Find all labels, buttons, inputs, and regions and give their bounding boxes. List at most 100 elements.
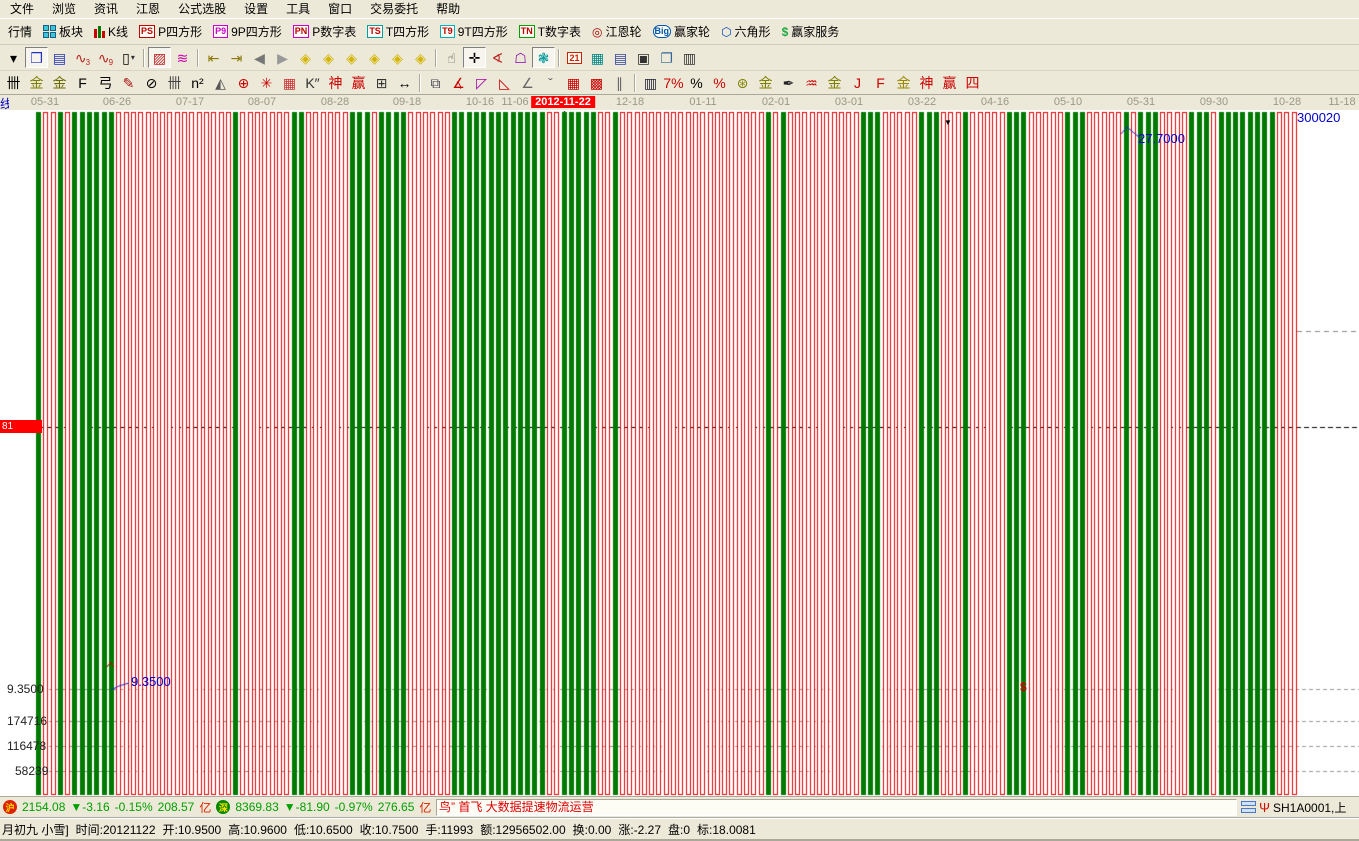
si-angle-button[interactable]: 四: [961, 72, 984, 93]
kline-canvas[interactable]: [0, 111, 1359, 796]
menu-item-帮助[interactable]: 帮助: [436, 2, 461, 16]
next-page-button[interactable]: ▶: [271, 47, 294, 68]
price-wave-button[interactable]: ♒: [800, 72, 823, 93]
quickbar-9p-square[interactable]: P9 9P四方形: [208, 21, 287, 42]
fan-box-2-button[interactable]: ◺: [493, 72, 516, 93]
quickbar-t-digit-table[interactable]: TN T数字表: [514, 21, 586, 42]
preset-dropdown-button[interactable]: ▾: [2, 47, 25, 68]
wave-tool-button[interactable]: ˇ: [539, 72, 562, 93]
number-grid-button[interactable]: ⊞: [370, 72, 393, 93]
print-button[interactable]: ▥: [678, 47, 701, 68]
grow-x-button[interactable]: ◈: [317, 47, 340, 68]
menu-item-窗口[interactable]: 窗口: [328, 2, 353, 16]
red-grid-1-button[interactable]: ▦: [562, 72, 585, 93]
f-ruler-button[interactable]: F: [71, 72, 94, 93]
gold-circle-button[interactable]: ⊛: [731, 72, 754, 93]
bars-3-button[interactable]: ∿ 3: [71, 47, 94, 68]
crosshair-tool-button[interactable]: ✛: [463, 47, 486, 68]
candle-style-button[interactable]: ▯ ▾: [117, 47, 140, 68]
status-bar: 沪 2154.08 ▼-3.16 -0.15% 208.57 亿深 8369.83 ▼-81.…: [0, 796, 1359, 817]
j-angle-button[interactable]: J: [846, 72, 869, 93]
menu-item-公式选股[interactable]: 公式选股: [178, 2, 227, 16]
ying-angle-button[interactable]: 赢: [938, 72, 961, 93]
first-page-button[interactable]: ⇤: [202, 47, 225, 68]
quickbar-t-square[interactable]: TS T四方形: [362, 21, 434, 42]
expand-x-button[interactable]: ◈: [340, 47, 363, 68]
quickbar-quotes[interactable]: 行情: [3, 21, 37, 42]
menu-item-文件[interactable]: 文件: [10, 2, 35, 16]
notes-button[interactable]: ▤: [609, 47, 632, 68]
calculator-button[interactable]: ▦: [586, 47, 609, 68]
shen-ruler-button[interactable]: 神: [324, 72, 347, 93]
multi-window-button[interactable]: ❒: [25, 47, 48, 68]
gold-angle-button[interactable]: 金: [892, 72, 915, 93]
shrink-x-button[interactable]: ◈: [294, 47, 317, 68]
red-grid-2-button[interactable]: ▩: [585, 72, 608, 93]
gold-box-button[interactable]: 金: [823, 72, 846, 93]
connection-icon[interactable]: [1241, 800, 1257, 815]
last-page-button[interactable]: ⇥: [225, 47, 248, 68]
shen-angle-button[interactable]: 神: [915, 72, 938, 93]
reset-zoom-button[interactable]: ◈: [409, 47, 432, 68]
menu-item-工具[interactable]: 工具: [286, 2, 311, 16]
menu-item-交易委托[interactable]: 交易委托: [370, 2, 419, 16]
quickbar-winner-service[interactable]: $ 赢家服务: [777, 21, 845, 42]
smart-tool-button[interactable]: ❃: [532, 47, 555, 68]
menu-item-资讯[interactable]: 资讯: [94, 2, 119, 16]
index-pct: -0.97%: [334, 800, 373, 814]
news-ticker[interactable]: 鸟” 首飞 大数据提速物流运营: [436, 798, 1238, 816]
info-view-button[interactable]: ▤: [48, 47, 71, 68]
quickbar-kline[interactable]: K线: [89, 21, 133, 42]
brush-tool-button[interactable]: ✎: [117, 72, 140, 93]
quickbar-winner-wheel[interactable]: Big 赢家轮: [648, 21, 716, 42]
percent-button[interactable]: %: [685, 72, 708, 93]
measure-tool-button[interactable]: ∢: [486, 47, 509, 68]
scale-chart-button[interactable]: ▥: [639, 72, 662, 93]
fan-box-1-button[interactable]: ◸: [470, 72, 493, 93]
quickbar-gann-wheel[interactable]: ◎ 江恩轮: [587, 21, 647, 42]
span-arrows-button[interactable]: ↔: [393, 72, 416, 93]
save-web-button[interactable]: ❐: [655, 47, 678, 68]
quickbar-sectors[interactable]: 板块: [38, 21, 88, 42]
star-grid-button[interactable]: ✳: [255, 72, 278, 93]
bars-9-button[interactable]: ∿ 9: [94, 47, 117, 68]
angle-lines-button[interactable]: ∠: [516, 72, 539, 93]
quickbar-p-square[interactable]: PS P四方形: [134, 21, 207, 42]
hand-tool-button[interactable]: ☝: [440, 47, 463, 68]
cross-zoom-button[interactable]: ◈: [363, 47, 386, 68]
bow-ruler-button[interactable]: 弓: [94, 72, 117, 93]
prev-page-button[interactable]: ◀: [248, 47, 271, 68]
circle-ruler-button[interactable]: ⊘: [140, 72, 163, 93]
tick-ruler-button[interactable]: 卌: [2, 72, 25, 93]
region-map-button[interactable]: ▨: [148, 47, 171, 68]
gann-toolbox-button[interactable]: ☖: [509, 47, 532, 68]
ink-pen-button[interactable]: ✒: [777, 72, 800, 93]
expand-all-button[interactable]: ◈: [386, 47, 409, 68]
percent-strike-button[interactable]: 7%: [662, 72, 685, 93]
plain-ruler-button[interactable]: 卌: [163, 72, 186, 93]
hatch-lines-button[interactable]: ∥: [608, 72, 631, 93]
volume-profile-button[interactable]: ≋: [171, 47, 194, 68]
mirror-angle-button[interactable]: ◭: [209, 72, 232, 93]
red-grid-2-icon: ▩: [589, 74, 604, 91]
gann-fan-button[interactable]: ∡: [447, 72, 470, 93]
quickbar-9t-square[interactable]: T9 9T四方形: [435, 21, 513, 42]
gold-ruler-2-button[interactable]: 金: [48, 72, 71, 93]
save-button[interactable]: ▣: [632, 47, 655, 68]
quickbar-p-digit-table[interactable]: PN P数字表: [288, 21, 362, 42]
f-angle-button[interactable]: F: [869, 72, 892, 93]
gold-ruler-1-button[interactable]: 金: [25, 72, 48, 93]
red-circle-cross-button[interactable]: ⊕: [232, 72, 255, 93]
quickbar-hexagon[interactable]: ⬡ 六角形: [716, 21, 776, 42]
menu-item-江恩[interactable]: 江恩: [136, 2, 161, 16]
ying-ruler-button[interactable]: 赢: [347, 72, 370, 93]
box-grid-button[interactable]: ▦: [278, 72, 301, 93]
menu-item-设置[interactable]: 设置: [244, 2, 269, 16]
n2-ruler-button[interactable]: n²: [186, 72, 209, 93]
gold-levels-button[interactable]: 金: [754, 72, 777, 93]
k-notation-button[interactable]: K″: [301, 72, 324, 93]
blue-rect-tool-button[interactable]: ⧉: [424, 72, 447, 93]
menu-item-浏览[interactable]: 浏览: [52, 2, 77, 16]
percent-levels-button[interactable]: %: [708, 72, 731, 93]
calendar-button[interactable]: 21: [563, 47, 586, 68]
